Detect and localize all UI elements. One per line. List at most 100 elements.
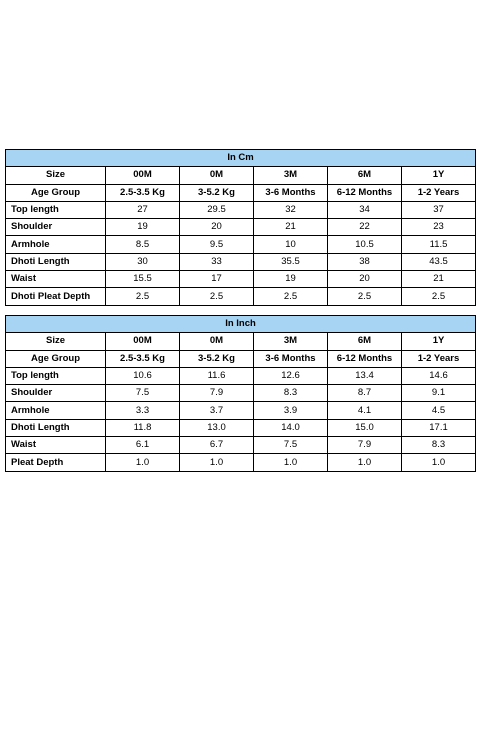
cell-value: 33 [179, 252, 254, 272]
size-label: Size [5, 166, 106, 185]
cell-value: 1.0 [253, 453, 328, 472]
size-chart-cm: In Cm Size 00M 0M 3M 6M 1Y Age Group 2.5… [4, 148, 477, 306]
row-label: Dhoti Pleat Depth [5, 287, 106, 306]
cell-value: 19 [105, 218, 180, 237]
cell-value: 13.4 [327, 366, 402, 386]
age-group-cell: 1-2 Years [400, 183, 477, 202]
table-row: Dhoti Length 11.8 13.0 14.0 15.0 17.1 [5, 418, 477, 438]
age-group-cell: 3-5.2 Kg [179, 183, 254, 202]
cell-value: 6.1 [105, 436, 180, 455]
table-row: Dhoti Pleat Depth 2.5 2.5 2.5 2.5 2.5 [5, 287, 477, 306]
cell-value: 6.7 [179, 436, 254, 455]
cell-value: 29.5 [179, 200, 254, 220]
row-label: Shoulder [5, 384, 106, 403]
age-group-cell: 3-6 Months [253, 183, 328, 202]
age-group-label: Age Group [5, 349, 106, 368]
cell-value: 30 [105, 252, 180, 272]
cell-value: 10.5 [327, 235, 402, 254]
age-group-cell: 2.5-3.5 Kg [105, 349, 180, 368]
table-row: Dhoti Length 30 33 35.5 38 43.5 [5, 252, 477, 272]
cell-value: 1.0 [105, 453, 180, 472]
row-label: Top length [5, 366, 106, 386]
age-group-cell: 3-5.2 Kg [179, 349, 254, 368]
row-label: Top length [5, 200, 106, 220]
cell-value: 7.9 [179, 384, 254, 403]
cell-value: 9.5 [179, 235, 254, 254]
cell-value: 1.0 [179, 453, 254, 472]
cell-value: 8.3 [253, 384, 328, 403]
cell-value: 2.5 [179, 287, 254, 306]
age-group-cell: 3-6 Months [253, 349, 328, 368]
cell-value: 20 [327, 270, 402, 289]
cell-value: 4.5 [400, 401, 477, 420]
cell-value: 1.0 [327, 453, 402, 472]
size-col: 0M [179, 166, 254, 185]
size-col: 6M [327, 332, 402, 351]
cell-value: 2.5 [327, 287, 402, 306]
size-header-row: Size 00M 0M 3M 6M 1Y [5, 332, 477, 351]
size-col: 00M [105, 166, 180, 185]
size-header-row: Size 00M 0M 3M 6M 1Y [5, 166, 477, 185]
cell-value: 17.1 [400, 418, 477, 438]
cell-value: 17 [179, 270, 254, 289]
cell-value: 14.0 [253, 418, 328, 438]
cell-value: 21 [253, 218, 328, 237]
cell-value: 23 [400, 218, 477, 237]
table-row: Armhole 8.5 9.5 10 10.5 11.5 [5, 235, 477, 254]
age-group-cell: 2.5-3.5 Kg [105, 183, 180, 202]
cell-value: 20 [179, 218, 254, 237]
cell-value: 1.0 [400, 453, 477, 472]
table-row: Pleat Depth 1.0 1.0 1.0 1.0 1.0 [5, 453, 477, 472]
cell-value: 15.5 [105, 270, 180, 289]
cell-value: 34 [327, 200, 402, 220]
cell-value: 2.5 [105, 287, 180, 306]
age-group-label: Age Group [5, 183, 106, 202]
table-row: Waist 6.1 6.7 7.5 7.9 8.3 [5, 436, 477, 455]
cell-value: 12.6 [253, 366, 328, 386]
size-label: Size [5, 332, 106, 351]
cell-value: 7.5 [253, 436, 328, 455]
row-label: Dhoti Length [5, 418, 106, 438]
cell-value: 37 [400, 200, 477, 220]
size-chart-inch: In Inch Size 00M 0M 3M 6M 1Y Age Group 2… [4, 314, 477, 472]
table-row: Waist 15.5 17 19 20 21 [5, 270, 477, 289]
cell-value: 10.6 [105, 366, 180, 386]
row-label: Armhole [5, 401, 106, 420]
cell-value: 7.5 [105, 384, 180, 403]
cell-value: 3.7 [179, 401, 254, 420]
size-col: 3M [253, 166, 328, 185]
cell-value: 11.5 [400, 235, 477, 254]
cell-value: 4.1 [327, 401, 402, 420]
table-row: Shoulder 7.5 7.9 8.3 8.7 9.1 [5, 384, 477, 403]
size-col: 1Y [400, 332, 477, 351]
size-table-cm: In Cm Size 00M 0M 3M 6M 1Y Age Group 2.5… [4, 148, 477, 306]
size-col: 1Y [400, 166, 477, 185]
table-title: In Inch [4, 314, 477, 334]
row-label: Waist [5, 436, 106, 455]
row-label: Armhole [5, 235, 106, 254]
cell-value: 8.3 [400, 436, 477, 455]
cell-value: 19 [253, 270, 328, 289]
cell-value: 15.0 [327, 418, 402, 438]
table-row: Top length 10.6 11.6 12.6 13.4 14.6 [5, 366, 477, 386]
age-group-cell: 6-12 Months [327, 183, 402, 202]
size-table-inch: In Inch Size 00M 0M 3M 6M 1Y Age Group 2… [4, 314, 477, 472]
cell-value: 11.6 [179, 366, 254, 386]
cell-value: 7.9 [327, 436, 402, 455]
cell-value: 22 [327, 218, 402, 237]
table-row: Top length 27 29.5 32 34 37 [5, 200, 477, 220]
table-row: Armhole 3.3 3.7 3.9 4.1 4.5 [5, 401, 477, 420]
cell-value: 13.0 [179, 418, 254, 438]
row-label: Waist [5, 270, 106, 289]
cell-value: 3.9 [253, 401, 328, 420]
age-group-cell: 1-2 Years [400, 349, 477, 368]
cell-value: 21 [400, 270, 477, 289]
cell-value: 38 [327, 252, 402, 272]
cell-value: 14.6 [400, 366, 477, 386]
cell-value: 8.7 [327, 384, 402, 403]
table-title: In Cm [4, 148, 477, 168]
cell-value: 2.5 [253, 287, 328, 306]
row-label: Dhoti Length [5, 252, 106, 272]
age-group-cell: 6-12 Months [327, 349, 402, 368]
cell-value: 2.5 [400, 287, 477, 306]
